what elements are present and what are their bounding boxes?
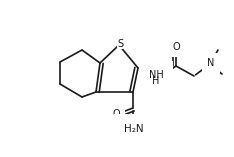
- Text: O: O: [172, 42, 180, 52]
- Text: O: O: [112, 109, 120, 119]
- Text: H: H: [152, 76, 160, 86]
- Text: S: S: [117, 39, 123, 49]
- Text: NH: NH: [149, 70, 163, 81]
- Text: H₂N: H₂N: [124, 124, 144, 134]
- Text: N: N: [207, 58, 215, 68]
